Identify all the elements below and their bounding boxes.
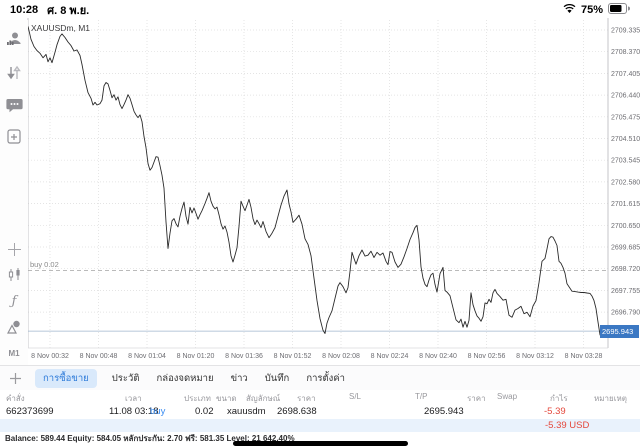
price-line-series: [27, 26, 607, 338]
position-cell-time: 11.08 03:18: [109, 406, 159, 417]
battery-icon: [608, 3, 630, 17]
account-summary: Balance: 589.44 Equity: 584.05 หลักประกั…: [5, 434, 295, 443]
column-header-symbol: สัญลักษณ์: [246, 394, 281, 403]
column-header-volume: ขนาด: [216, 394, 237, 403]
column-header-swap: Swap: [497, 392, 518, 401]
column-header-open-price: ราคา: [297, 394, 316, 403]
position-cell-type: buy: [150, 406, 166, 417]
battery-percent: 75%: [580, 4, 603, 16]
x-axis-label: 8 Nov 00:32: [31, 353, 69, 360]
position-cell-price: 2695.943: [424, 406, 464, 417]
x-axis-label: 8 Nov 01:04: [128, 353, 166, 360]
candles-icon[interactable]: [0, 264, 28, 286]
home-indicator[interactable]: [233, 441, 408, 446]
status-date: ศ. 8 พ.ย.: [47, 5, 90, 17]
x-axis-label: 8 Nov 01:52: [274, 353, 312, 360]
column-header-sl: S/L: [349, 392, 362, 401]
current-price-badge: 2695.943: [600, 324, 639, 338]
trade-arrows-icon[interactable]: [0, 62, 28, 84]
accounts-icon[interactable]: [0, 28, 28, 50]
tab-history[interactable]: ประวัติ: [111, 372, 140, 384]
indicators-icon[interactable]: ƒ: [11, 293, 17, 309]
clock: 10:28: [10, 4, 39, 16]
position-cell-volume: 0.02: [195, 406, 214, 417]
position-cell-profit: -5.39: [544, 406, 566, 417]
position-cell-symbol: xauusdm: [227, 406, 266, 417]
y-axis-label: 2697.755: [611, 288, 640, 295]
column-header-profit: กำไร: [550, 394, 568, 403]
y-axis-label: 2706.440: [611, 93, 640, 100]
bottom-tab-bar: การซื้อขาย ประวัติ กล่องจดหมาย ข่าว บันทึก กา…: [0, 365, 640, 390]
chat-icon[interactable]: [0, 94, 28, 116]
column-header-comment: หมายเหตุ: [594, 394, 627, 403]
y-axis-label: 2709.335: [611, 28, 640, 35]
y-axis-label: 2702.580: [611, 179, 640, 186]
x-axis-label: 8 Nov 03:28: [565, 353, 603, 360]
column-header-order: คำสั่ง: [6, 394, 25, 403]
y-axis-label: 2705.475: [611, 114, 640, 121]
timeframe-button[interactable]: M1: [8, 348, 20, 358]
y-axis-label: 2698.720: [611, 266, 640, 273]
column-header-time: เวลา: [125, 394, 142, 403]
tab-news[interactable]: ข่าว: [230, 372, 248, 384]
position-cell-open-price: 2698.638: [277, 406, 317, 417]
column-header-tp: T/P: [415, 392, 428, 401]
x-axis-label: 8 Nov 02:08: [322, 353, 360, 360]
chart-toolbar-sidebar: ƒ M1: [0, 20, 28, 365]
y-axis-label: 2704.510: [611, 136, 640, 143]
chart-symbol-label: XAUUSDm, M1: [31, 23, 91, 33]
new-order-icon[interactable]: [0, 126, 28, 148]
x-axis-label: 8 Nov 00:48: [80, 353, 118, 360]
y-axis-label: 2701.615: [611, 201, 640, 208]
x-axis-label: 8 Nov 02:40: [419, 353, 457, 360]
y-axis-label: 2707.405: [611, 71, 640, 78]
open-position-line-label: buy 0.02: [30, 259, 59, 269]
x-axis-label: 8 Nov 01:20: [177, 353, 215, 360]
total-profit-value: -5.39 USD: [545, 420, 590, 431]
status-bar: 10:28 ศ. 8 พ.ย. 75%: [0, 0, 640, 20]
y-axis-label: 2699.685: [611, 245, 640, 252]
panel-tabs: การซื้อขาย ประวัติ กล่องจดหมาย ข่าว บันทึก กา…: [35, 368, 347, 388]
y-axis-label: 2696.790: [611, 310, 640, 317]
y-axis-label: 2708.370: [611, 49, 640, 56]
objects-icon[interactable]: [0, 316, 28, 338]
column-header-price: ราคา: [467, 394, 486, 403]
column-header-type: ประเภท: [184, 394, 211, 403]
crosshair-icon[interactable]: [0, 238, 28, 260]
add-panel-plus-icon[interactable]: [9, 372, 22, 385]
floating-pl-summary-row[interactable]: -5.39 USD: [0, 419, 640, 432]
tab-journal[interactable]: บันทึก: [264, 372, 290, 384]
tab-settings[interactable]: การตั้งค่า: [306, 372, 345, 384]
tab-mailbox[interactable]: กล่องจดหมาย: [156, 372, 214, 384]
x-axis-label: 8 Nov 01:36: [225, 353, 263, 360]
x-axis-label: 8 Nov 03:12: [516, 353, 554, 360]
x-axis-label: 8 Nov 02:56: [468, 353, 506, 360]
y-axis-label: 2700.650: [611, 223, 640, 230]
x-axis-label: 8 Nov 02:24: [371, 353, 409, 360]
wifi-icon: [563, 3, 576, 17]
y-axis-label: 2703.545: [611, 158, 640, 165]
tab-trade[interactable]: การซื้อขาย: [35, 368, 97, 388]
positions-table[interactable]: คำสั่ง เวลา ประเภท ขนาด สัญลักษณ์ ราคา S/L T/P ร…: [0, 389, 640, 432]
position-cell-order: 662373699: [6, 406, 54, 417]
